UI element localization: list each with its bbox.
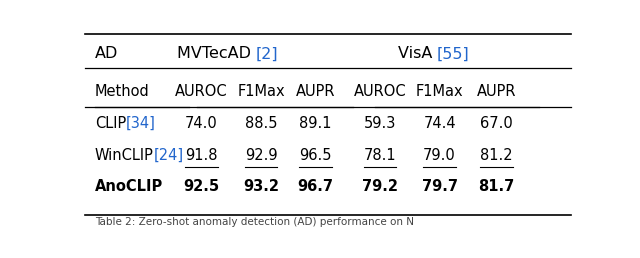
Text: F1Max: F1Max — [416, 84, 463, 99]
Text: WinCLIP: WinCLIP — [95, 148, 154, 163]
Text: AUROC: AUROC — [354, 84, 406, 99]
Text: 74.4: 74.4 — [423, 116, 456, 131]
Text: AD: AD — [95, 46, 118, 61]
Text: 81.7: 81.7 — [479, 179, 515, 195]
Text: [34]: [34] — [126, 116, 156, 131]
Text: [2]: [2] — [256, 46, 278, 61]
Text: 88.5: 88.5 — [244, 116, 277, 131]
Text: 96.7: 96.7 — [298, 179, 333, 195]
Text: 93.2: 93.2 — [243, 179, 279, 195]
Text: AnoCLIP: AnoCLIP — [95, 179, 163, 195]
Text: 92.9: 92.9 — [244, 148, 277, 163]
Text: 79.2: 79.2 — [362, 179, 398, 195]
Text: 79.0: 79.0 — [423, 148, 456, 163]
Text: 92.5: 92.5 — [184, 179, 220, 195]
Text: MVTecAD: MVTecAD — [177, 46, 256, 61]
Text: 59.3: 59.3 — [364, 116, 396, 131]
Text: CLIP: CLIP — [95, 116, 126, 131]
Text: 91.8: 91.8 — [185, 148, 218, 163]
Text: AUPR: AUPR — [477, 84, 516, 99]
Text: 78.1: 78.1 — [364, 148, 396, 163]
Text: 74.0: 74.0 — [185, 116, 218, 131]
Text: [55]: [55] — [437, 46, 470, 61]
Text: F1Max: F1Max — [237, 84, 285, 99]
Text: 67.0: 67.0 — [480, 116, 513, 131]
Text: VisA: VisA — [397, 46, 437, 61]
Text: AUPR: AUPR — [296, 84, 335, 99]
Text: 81.2: 81.2 — [481, 148, 513, 163]
Text: 89.1: 89.1 — [300, 116, 332, 131]
Text: 79.7: 79.7 — [422, 179, 458, 195]
Text: AUROC: AUROC — [175, 84, 228, 99]
Text: Table 2: Zero-shot anomaly detection (AD) performance on N: Table 2: Zero-shot anomaly detection (AD… — [95, 217, 414, 227]
Text: Method: Method — [95, 84, 150, 99]
Text: 96.5: 96.5 — [300, 148, 332, 163]
Text: [24]: [24] — [154, 148, 184, 163]
